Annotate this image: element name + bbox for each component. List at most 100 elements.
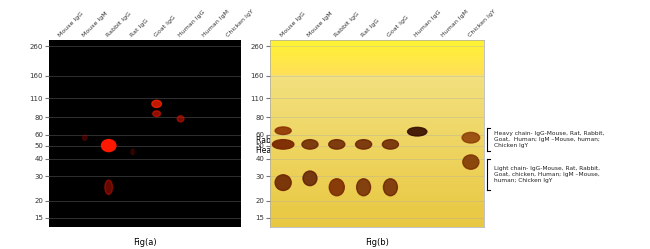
Bar (270, 224, 484, 227)
Bar (270, 56, 484, 59)
Bar (270, 52, 484, 54)
Ellipse shape (356, 140, 372, 149)
Bar (270, 96, 484, 98)
Bar (270, 196, 484, 199)
Bar (270, 59, 484, 61)
Ellipse shape (357, 179, 370, 196)
Bar (270, 94, 484, 96)
Bar (270, 128, 484, 131)
Bar (270, 213, 484, 215)
Bar (270, 112, 484, 115)
Bar (270, 182, 484, 185)
Bar (270, 131, 484, 133)
Text: Fig(b): Fig(b) (365, 238, 389, 247)
Bar (270, 86, 484, 89)
Bar (270, 122, 484, 124)
Bar (270, 40, 484, 42)
Bar (270, 105, 484, 108)
Ellipse shape (329, 140, 344, 149)
Bar (270, 103, 484, 105)
Bar (270, 77, 484, 79)
Bar (270, 119, 484, 122)
Bar (270, 135, 484, 138)
Bar (270, 82, 484, 84)
Bar (270, 42, 484, 45)
Bar (270, 45, 484, 47)
Bar (270, 56, 484, 59)
Text: Light chain- IgG-Mouse, Rat, Rabbit,
Goat, chicken, Human; IgM –Mouse,
human; Ch: Light chain- IgG-Mouse, Rat, Rabbit, Goa… (494, 166, 600, 183)
Bar (270, 61, 484, 63)
Bar (270, 185, 484, 187)
Bar (270, 54, 484, 56)
Bar (270, 180, 484, 182)
Ellipse shape (382, 140, 398, 149)
Bar (270, 159, 484, 161)
Text: Rabbit IgG
Heavy Chain: Rabbit IgG Heavy Chain (256, 136, 304, 155)
Bar (270, 110, 484, 112)
Bar (270, 222, 484, 224)
Bar (270, 199, 484, 201)
Bar (270, 215, 484, 217)
Bar (270, 152, 484, 154)
Bar (270, 187, 484, 189)
Ellipse shape (131, 149, 135, 155)
Bar (270, 168, 484, 171)
Bar (270, 70, 484, 72)
Ellipse shape (302, 140, 318, 149)
Bar (270, 47, 484, 49)
Bar (270, 89, 484, 91)
Ellipse shape (105, 180, 112, 194)
Bar (270, 98, 484, 101)
Ellipse shape (272, 140, 294, 149)
Bar (270, 203, 484, 206)
Bar (270, 178, 484, 180)
Ellipse shape (153, 111, 161, 117)
Bar (270, 65, 484, 68)
Bar (270, 72, 484, 75)
Bar (270, 164, 484, 166)
Bar (270, 157, 484, 159)
Bar (270, 206, 484, 208)
Bar (270, 61, 484, 63)
Bar (270, 217, 484, 220)
Bar (270, 59, 484, 61)
Bar (270, 194, 484, 196)
Bar (270, 150, 484, 152)
Bar (270, 173, 484, 175)
Ellipse shape (462, 132, 480, 143)
Bar (270, 145, 484, 147)
Bar (270, 201, 484, 203)
Ellipse shape (384, 179, 397, 196)
Text: Fig(a): Fig(a) (133, 238, 157, 247)
Bar (270, 115, 484, 117)
Bar (270, 171, 484, 173)
Ellipse shape (177, 116, 184, 122)
Ellipse shape (303, 171, 317, 186)
Bar (270, 133, 484, 135)
Bar (270, 108, 484, 110)
Bar (270, 166, 484, 168)
Bar (270, 175, 484, 178)
Bar (270, 138, 484, 140)
Bar (270, 79, 484, 82)
Ellipse shape (152, 100, 161, 108)
Bar (270, 140, 484, 142)
Bar (270, 72, 484, 75)
Bar (270, 68, 484, 70)
Bar (270, 45, 484, 47)
Bar (270, 210, 484, 213)
Bar (270, 208, 484, 210)
Bar (270, 70, 484, 72)
Bar (270, 49, 484, 52)
Bar (270, 154, 484, 157)
Bar (270, 40, 484, 42)
Bar (270, 189, 484, 191)
Text: Heavy chain- IgG-Mouse, Rat, Rabbit,
Goat,  Human; IgM –Mouse, human;
Chicken Ig: Heavy chain- IgG-Mouse, Rat, Rabbit, Goa… (494, 131, 604, 148)
Bar (270, 142, 484, 145)
Ellipse shape (83, 135, 87, 140)
Ellipse shape (463, 155, 479, 169)
Bar (270, 117, 484, 119)
Bar (270, 161, 484, 164)
Ellipse shape (101, 139, 116, 152)
Bar (270, 191, 484, 194)
